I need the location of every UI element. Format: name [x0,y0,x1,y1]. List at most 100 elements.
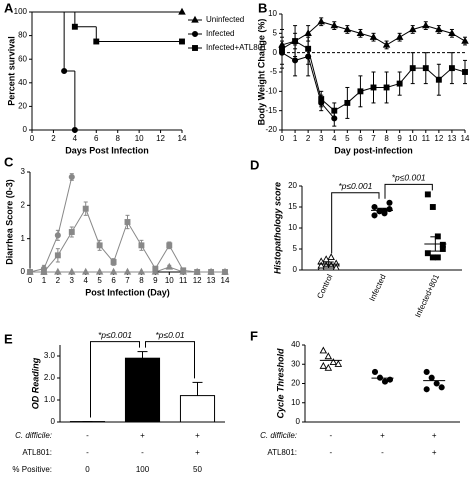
table-cell: - [86,448,89,457]
table-cell: - [329,431,332,440]
significance-bracket [331,192,380,254]
marker [93,38,100,45]
marker [96,242,103,249]
marker [434,254,441,261]
y-tick-label: 0 [21,267,26,276]
marker [439,241,446,248]
y-tick-label: 0 [51,417,56,426]
marker [423,368,430,376]
x-tick-label: 11 [179,276,188,285]
y-tick-label: 10 [291,398,300,407]
table-cell: + [195,431,200,440]
y-tick-label: 0 [293,265,298,274]
marker [319,346,328,354]
marker [429,204,436,210]
marker [330,21,339,29]
marker [382,40,391,48]
x-tick-label: 12 [156,134,165,143]
marker [68,229,75,235]
marker [61,67,68,75]
marker [82,205,89,212]
marker [422,65,429,72]
table-cell: 0 [85,465,90,474]
marker [194,269,201,275]
x-tick-label: 3 [319,134,324,143]
marker [435,76,442,83]
y-tick-label: 0 [296,417,301,426]
bar [179,395,216,423]
marker [462,69,468,75]
marker [305,45,312,52]
marker [179,38,185,45]
marker [329,358,338,365]
x-tick-label: 14 [461,134,470,143]
significance-bracket [90,341,140,418]
x-tick-label: Control [315,273,334,300]
marker [324,363,333,371]
table-cell: 50 [193,465,202,474]
x-tick-label: 2 [306,134,311,143]
marker [386,199,393,206]
table-row-label: ATL801: [22,448,52,457]
marker [435,25,443,33]
marker [81,267,90,275]
marker [123,267,132,275]
x-tick-label: 14 [178,134,187,143]
y-tick-label: 20 [291,379,300,388]
x-axis-title: Day post-infection [334,145,413,155]
significance-label: *p≤0.001 [338,181,372,191]
significance-bracket [384,183,433,199]
marker [461,36,469,44]
marker [319,361,328,369]
marker [317,17,325,25]
marker [165,262,174,270]
legend-label: Infected [206,29,234,38]
marker [178,7,186,15]
panel-label: C [4,154,14,169]
x-tick-label: 1 [42,276,47,285]
x-tick-label: 0 [280,134,285,143]
marker [424,191,431,198]
y-tick-label: 10 [288,223,297,232]
table-cell: + [432,431,437,440]
x-tick-label: 11 [422,134,431,143]
marker [54,267,62,275]
y-tick-label: 2.0 [44,373,56,382]
x-tick-label: 3 [70,276,75,285]
marker [27,269,33,275]
y-tick-label: 2 [21,200,26,209]
marker [408,25,417,33]
x-tick-label: 6 [94,134,99,143]
y-axis-title: Body Weight Change (%) [256,19,266,126]
x-tick-label: 4 [332,134,337,143]
table-row-label: % Positive: [12,465,52,474]
marker [137,267,146,275]
marker [54,232,61,239]
table-cell: 100 [136,465,150,474]
panel-label: E [4,331,13,346]
marker [68,267,76,275]
marker [332,263,340,271]
x-tick-label: 8 [139,276,144,285]
table-cell: - [141,448,144,457]
x-tick-label: 13 [207,276,216,285]
y-axis-title: Cycle Threshold [275,348,285,419]
x-axis-title: Days Post Infection [65,145,149,155]
marker [40,269,47,275]
marker [370,84,377,91]
x-tick-label: 4 [73,134,78,143]
marker [383,84,390,91]
marker [386,206,393,213]
table-cell: - [329,448,332,457]
table-row-label: C. difficile: [260,431,297,440]
y-tick-label: 3 [21,167,26,176]
marker [409,65,416,72]
marker [324,352,333,360]
y-tick-label: 20 [18,102,27,111]
marker [422,21,430,29]
marker [438,384,445,391]
marker [71,23,78,30]
y-tick-label: 3.0 [44,351,56,360]
x-tick-label: 6 [358,134,363,143]
x-tick-label: 5 [345,134,350,143]
